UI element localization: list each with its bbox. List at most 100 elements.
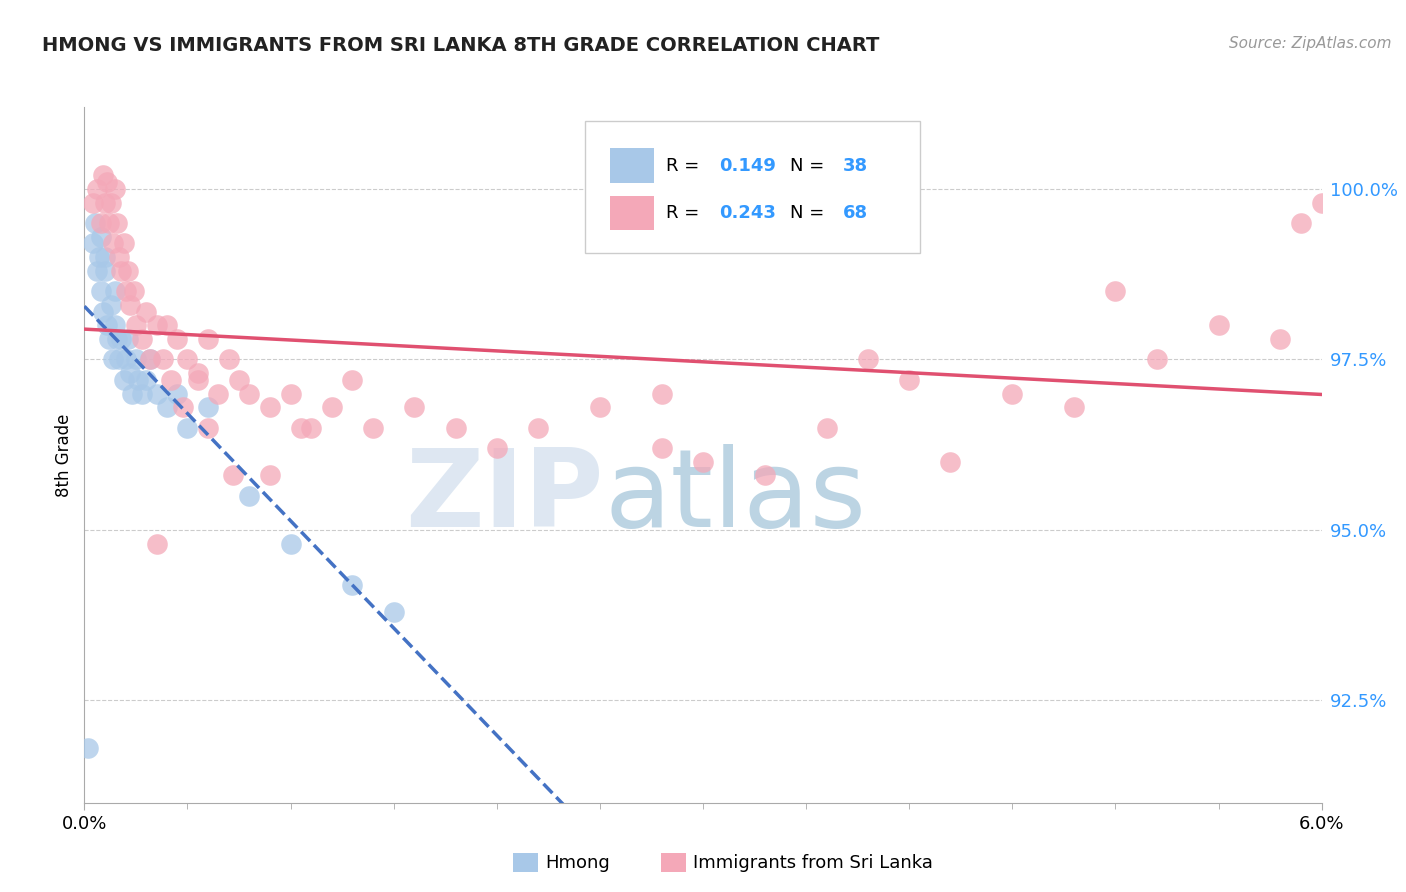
Point xyxy=(135,373,157,387)
Point xyxy=(82,236,104,251)
Point xyxy=(1208,318,1230,333)
Point xyxy=(103,236,125,251)
Text: 38: 38 xyxy=(842,157,868,175)
Bar xyxy=(610,148,654,183)
Point xyxy=(131,332,153,346)
Text: ZIP: ZIP xyxy=(405,443,605,549)
Text: Immigrants from Sri Lanka: Immigrants from Sri Lanka xyxy=(693,854,934,871)
Point xyxy=(187,366,209,380)
Point xyxy=(90,229,112,244)
Point xyxy=(105,332,128,346)
Point xyxy=(91,304,114,318)
Text: R =: R = xyxy=(666,204,704,222)
Point xyxy=(280,386,302,401)
Point xyxy=(145,536,167,550)
Text: N =: N = xyxy=(790,204,830,222)
Point xyxy=(527,420,550,434)
Point xyxy=(114,352,136,367)
Point xyxy=(156,400,179,414)
Point xyxy=(197,400,219,414)
Point xyxy=(112,236,135,251)
Point xyxy=(404,400,426,414)
Point xyxy=(197,332,219,346)
Point xyxy=(166,332,188,346)
Point xyxy=(228,373,250,387)
Point xyxy=(83,216,105,230)
Point xyxy=(122,284,145,298)
Point xyxy=(104,284,127,298)
Point xyxy=(218,352,240,367)
Point xyxy=(91,168,114,182)
Point xyxy=(114,284,136,298)
Point xyxy=(117,332,139,346)
Point xyxy=(166,386,188,401)
Bar xyxy=(610,195,654,230)
Point xyxy=(110,332,132,346)
Point xyxy=(121,386,143,401)
Point xyxy=(485,441,508,455)
Point xyxy=(127,373,149,387)
Text: atlas: atlas xyxy=(605,443,866,549)
Point xyxy=(110,264,132,278)
Point xyxy=(100,298,122,312)
Point xyxy=(222,468,245,483)
Text: R =: R = xyxy=(666,157,704,175)
Point xyxy=(187,373,209,387)
Point xyxy=(1270,332,1292,346)
Point xyxy=(118,366,141,380)
Point xyxy=(692,455,714,469)
Point xyxy=(259,400,281,414)
Point xyxy=(290,420,312,434)
Text: N =: N = xyxy=(790,157,830,175)
Point xyxy=(94,264,117,278)
Point xyxy=(197,420,219,434)
Point xyxy=(145,386,167,401)
Point xyxy=(1063,400,1085,414)
Point xyxy=(90,284,112,298)
Point xyxy=(754,468,776,483)
Point xyxy=(361,420,384,434)
Point xyxy=(96,175,118,189)
Point xyxy=(108,250,131,264)
Point xyxy=(117,264,139,278)
Point xyxy=(238,489,260,503)
Point xyxy=(125,318,148,333)
Point xyxy=(139,352,162,367)
Text: 0.243: 0.243 xyxy=(718,204,776,222)
Point xyxy=(321,400,343,414)
Point xyxy=(108,352,131,367)
Point xyxy=(86,182,108,196)
Point xyxy=(1289,216,1312,230)
Point xyxy=(100,195,122,210)
Point xyxy=(98,332,121,346)
Point xyxy=(77,741,100,756)
Point xyxy=(98,216,121,230)
Point xyxy=(86,264,108,278)
Point xyxy=(104,182,127,196)
Point xyxy=(160,373,183,387)
Point xyxy=(172,400,194,414)
Point xyxy=(87,250,110,264)
Text: 0.149: 0.149 xyxy=(718,157,776,175)
Text: HMONG VS IMMIGRANTS FROM SRI LANKA 8TH GRADE CORRELATION CHART: HMONG VS IMMIGRANTS FROM SRI LANKA 8TH G… xyxy=(42,36,880,54)
Y-axis label: 8th Grade: 8th Grade xyxy=(55,413,73,497)
Point xyxy=(131,386,153,401)
Point xyxy=(259,468,281,483)
Point xyxy=(1146,352,1168,367)
Point xyxy=(280,536,302,550)
Point xyxy=(939,455,962,469)
Point xyxy=(1104,284,1126,298)
Point xyxy=(299,420,322,434)
Point xyxy=(1310,195,1333,210)
Point xyxy=(90,216,112,230)
Point xyxy=(342,577,364,591)
Point xyxy=(152,352,174,367)
Point xyxy=(105,216,128,230)
Text: Source: ZipAtlas.com: Source: ZipAtlas.com xyxy=(1229,36,1392,51)
Point xyxy=(156,318,179,333)
Point xyxy=(342,373,364,387)
FancyBboxPatch shape xyxy=(585,121,920,253)
Point xyxy=(145,318,167,333)
Point xyxy=(207,386,229,401)
Point xyxy=(103,352,125,367)
